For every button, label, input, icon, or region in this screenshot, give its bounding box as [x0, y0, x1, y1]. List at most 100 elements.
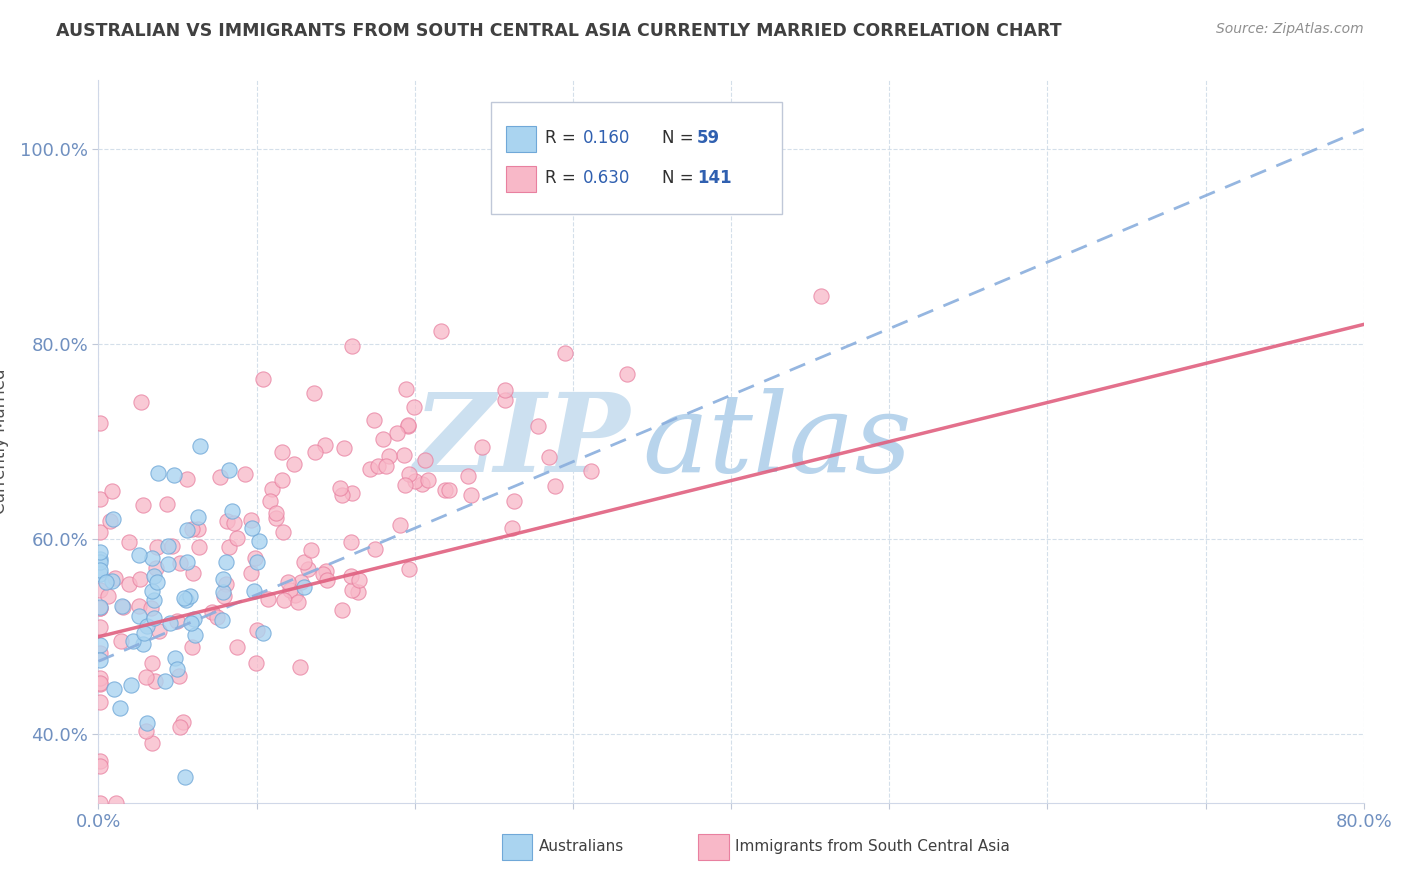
- Point: [616, 367, 638, 381]
- Text: Australians: Australians: [538, 838, 624, 854]
- Text: Source: ZipAtlas.com: Source: ZipAtlas.com: [1216, 22, 1364, 37]
- Point: [166, 661, 188, 675]
- Point: [340, 534, 363, 549]
- Text: 141: 141: [697, 169, 731, 186]
- Point: [457, 468, 479, 483]
- Point: [264, 511, 287, 525]
- Point: [141, 601, 163, 615]
- Text: N =: N =: [661, 129, 693, 147]
- Point: [330, 488, 353, 502]
- Point: [163, 468, 186, 483]
- Point: [340, 339, 363, 353]
- Point: [363, 542, 385, 557]
- Point: [97, 589, 120, 603]
- Point: [302, 386, 325, 401]
- Point: [141, 736, 163, 750]
- Point: [392, 448, 415, 462]
- Text: R =: R =: [546, 169, 576, 186]
- Text: R =: R =: [546, 129, 576, 147]
- Point: [128, 599, 150, 613]
- Point: [246, 555, 269, 569]
- Point: [89, 638, 111, 652]
- Point: [89, 555, 111, 569]
- Text: 0.160: 0.160: [583, 129, 630, 147]
- Point: [299, 542, 322, 557]
- Point: [180, 616, 202, 631]
- Point: [89, 566, 111, 581]
- Point: [89, 646, 111, 660]
- Point: [332, 603, 354, 617]
- Point: [292, 580, 315, 594]
- Point: [212, 589, 235, 603]
- Point: [89, 759, 111, 773]
- Point: [389, 517, 412, 532]
- Point: [89, 601, 111, 615]
- Point: [371, 433, 394, 447]
- Point: [157, 557, 180, 571]
- Point: [271, 525, 294, 540]
- Point: [503, 494, 526, 508]
- Point: [188, 439, 211, 453]
- Point: [146, 467, 169, 481]
- Point: [169, 719, 191, 733]
- Point: [169, 556, 191, 570]
- Point: [270, 473, 292, 487]
- Point: [89, 754, 111, 768]
- Point: [294, 554, 316, 568]
- Point: [143, 569, 166, 583]
- Point: [184, 627, 207, 641]
- Point: [527, 418, 550, 433]
- Point: [89, 524, 111, 539]
- Point: [135, 723, 157, 738]
- Point: [259, 494, 281, 508]
- Text: 59: 59: [697, 129, 720, 147]
- Point: [277, 575, 299, 590]
- Point: [156, 539, 179, 553]
- Point: [537, 450, 560, 464]
- Point: [214, 577, 236, 591]
- Point: [239, 566, 262, 581]
- Point: [284, 588, 307, 602]
- Point: [413, 453, 436, 467]
- Point: [160, 539, 183, 553]
- Point: [233, 467, 256, 481]
- Point: [128, 548, 150, 562]
- Point: [211, 613, 233, 627]
- Point: [89, 671, 111, 685]
- Point: [363, 413, 385, 427]
- Point: [340, 568, 363, 582]
- Point: [104, 571, 127, 585]
- Point: [378, 450, 401, 464]
- Point: [398, 562, 420, 576]
- Point: [471, 441, 494, 455]
- Point: [359, 462, 381, 476]
- Point: [101, 574, 124, 588]
- Point: [120, 678, 142, 692]
- Point: [252, 372, 274, 386]
- Point: [187, 522, 209, 536]
- Point: [89, 620, 111, 634]
- Point: [398, 467, 420, 482]
- Point: [315, 564, 337, 578]
- Point: [375, 458, 398, 473]
- Point: [101, 483, 124, 498]
- Point: [287, 595, 309, 609]
- Y-axis label: Currently Married: Currently Married: [0, 368, 8, 515]
- Point: [145, 673, 167, 688]
- Point: [129, 394, 152, 409]
- Point: [494, 392, 516, 407]
- Point: [141, 656, 163, 670]
- Point: [367, 458, 389, 473]
- Point: [288, 660, 311, 674]
- Text: 0.630: 0.630: [583, 169, 630, 186]
- Point: [135, 670, 157, 684]
- Point: [243, 583, 266, 598]
- Point: [145, 561, 167, 575]
- Point: [429, 324, 451, 338]
- Point: [240, 521, 263, 535]
- Point: [396, 417, 419, 432]
- Point: [252, 626, 274, 640]
- Point: [221, 503, 243, 517]
- Point: [180, 640, 202, 655]
- Point: [89, 796, 111, 810]
